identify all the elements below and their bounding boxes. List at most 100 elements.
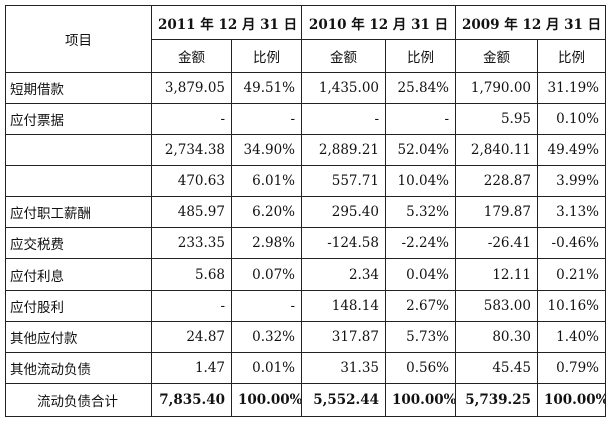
table-row: 其他应付款 24.87 0.32% 317.87 5.73% 80.30 1.40% — [5, 320, 606, 353]
ratio-cell: - — [385, 103, 456, 136]
row-label: 应付股利 — [5, 289, 152, 322]
header-row-years: 项目 2011 年 12 月 31 日 2010 年 12 月 31 日 200… — [5, 5, 606, 73]
ratio-cell: 0.04% — [385, 258, 456, 291]
amount-cell: 148.14 — [301, 289, 386, 322]
amount-cell: 583.00 — [455, 289, 538, 322]
amount-cell: - — [301, 103, 386, 136]
amount-cell: 228.87 — [455, 165, 538, 198]
amount-header: 金额 — [301, 39, 386, 73]
amount-cell: -26.41 — [455, 227, 538, 260]
amount-cell: 295.40 — [301, 196, 386, 229]
ratio-cell: 3.99% — [537, 165, 606, 198]
amount-cell: 1.47 — [151, 351, 232, 384]
ratio-cell: 2.98% — [231, 227, 302, 260]
amount-cell: 470.63 — [151, 165, 232, 198]
amount-cell: 485.97 — [151, 196, 232, 229]
table-row: 应交税费 233.35 2.98% -124.58 -2.24% -26.41 -0.46% — [5, 227, 606, 260]
ratio-cell: 0.32% — [231, 320, 302, 353]
amount-cell: 2,840.11 — [455, 134, 538, 167]
ratio-cell: 5.32% — [385, 196, 456, 229]
amount-cell: 1,790.00 — [455, 71, 538, 105]
ratio-cell: 100.00% — [537, 382, 606, 418]
amount-cell: -124.58 — [301, 227, 386, 260]
table-body: 短期借款 3,879.05 49.51% 1,435.00 25.84% 1,790.00… — [5, 71, 606, 418]
ratio-cell: 0.56% — [385, 351, 456, 384]
ratio-cell: -2.24% — [385, 227, 456, 260]
amount-cell: 1,435.00 — [301, 71, 386, 105]
amount-cell: 7,835.40 — [151, 382, 232, 418]
ratio-cell: 6.20% — [231, 196, 302, 229]
amount-cell: 45.45 — [455, 351, 538, 384]
ratio-cell: 6.01% — [231, 165, 302, 198]
ratio-cell: 1.40% — [537, 320, 606, 353]
liabilities-table: 项目 2011 年 12 月 31 日 2010 年 12 月 31 日 200… — [5, 5, 606, 418]
row-label: 应付票据 — [5, 103, 152, 136]
amount-cell: - — [151, 103, 232, 136]
row-label: 应付利息 — [5, 258, 152, 291]
table-row: 应付票据 - - - -5.95 0.10% — [5, 103, 606, 136]
ratio-cell: -0.46% — [537, 227, 606, 260]
amount-cell: 2,734.38 — [151, 134, 232, 167]
amount-cell: 179.87 — [455, 196, 538, 229]
header-row-subcolumns: 金额 比例 金额 比例 金额 比例 — [6, 39, 606, 73]
amount-cell: 317.87 — [301, 320, 386, 353]
amount-cell: 24.87 — [151, 320, 232, 353]
amount-cell: 233.35 — [151, 227, 232, 260]
row-label — [5, 165, 152, 198]
row-label: 其他应付款 — [5, 320, 152, 353]
table-row: 应付职工薪酬 485.97 6.20% 295.40 5.32% 179.87 3.13% — [5, 196, 606, 229]
table-row: 470.63 6.01% 557.71 10.04% 228.87 3.99% — [5, 165, 606, 198]
amount-cell: 5,552.44 — [301, 382, 386, 418]
row-label: 其他流动负债 — [5, 351, 152, 384]
row-label: 应付职工薪酬 — [5, 196, 152, 229]
ratio-cell: 100.00% — [385, 382, 456, 418]
amount-cell: 5,739.25 — [455, 382, 538, 418]
amount-cell: 557.71 — [301, 165, 386, 198]
ratio-cell: 0.21% — [537, 258, 606, 291]
ratio-cell: 0.10% — [537, 103, 606, 136]
ratio-cell: 0.01% — [231, 351, 302, 384]
amount-cell: 2,889.21 — [301, 134, 386, 167]
amount-cell: 31.35 — [301, 351, 386, 384]
ratio-cell: 2.67% — [385, 289, 456, 322]
table-row: 2,734.38 34.90% 2,889.21 52.04% 2,840.11 49.4… — [5, 134, 606, 167]
ratio-cell: 10.04% — [385, 165, 456, 198]
ratio-cell: 31.19% — [537, 71, 606, 105]
ratio-cell: - — [231, 103, 302, 136]
ratio-cell: 25.84% — [385, 71, 456, 105]
ratio-header: 比例 — [537, 39, 606, 73]
amount-header: 金额 — [455, 39, 538, 73]
amount-cell: 5.68 — [151, 258, 232, 291]
item-column-header: 项目 — [5, 5, 152, 73]
row-label: 短期借款 — [5, 71, 152, 105]
amount-cell: 5.95 — [455, 103, 538, 136]
table-row: 应付股利 - -148.14 2.67% 583.00 10.16% — [5, 289, 606, 322]
table-row: 短期借款 3,879.05 49.51% 1,435.00 25.84% 1,790.00… — [5, 71, 606, 105]
total-row: 流动负债合计 7,835.40 100.00% 5,552.44 100.00% 5,73… — [5, 382, 606, 418]
ratio-cell: 0.79% — [537, 351, 606, 384]
ratio-cell: 49.51% — [231, 71, 302, 105]
amount-cell: 12.11 — [455, 258, 538, 291]
year-header-2010: 2010 年 12 月 31 日 — [301, 5, 456, 40]
ratio-header: 比例 — [231, 39, 302, 73]
ratio-cell: 34.90% — [231, 134, 302, 167]
amount-cell: - — [151, 289, 232, 322]
ratio-cell: 5.73% — [385, 320, 456, 353]
amount-cell: 80.30 — [455, 320, 538, 353]
ratio-cell: 0.07% — [231, 258, 302, 291]
row-label: 流动负债合计 — [5, 382, 152, 418]
amount-cell: 2.34 — [301, 258, 386, 291]
row-label: 应交税费 — [5, 227, 152, 260]
ratio-cell: - — [231, 289, 302, 322]
table-row: 其他流动负债 1.47 0.01% 31.35 0.56% 45.45 0.79% — [5, 351, 606, 384]
ratio-cell: 3.13% — [537, 196, 606, 229]
year-header-2011: 2011 年 12 月 31 日 — [151, 5, 302, 40]
table-row: 应付利息 5.68 0.07% 2.34 0.04% 12.11 0.21% — [5, 258, 606, 291]
ratio-cell: 52.04% — [385, 134, 456, 167]
amount-header: 金额 — [151, 39, 232, 73]
year-header-2009: 2009 年 12 月 31 日 — [455, 5, 606, 40]
ratio-header: 比例 — [385, 39, 456, 73]
ratio-cell: 10.16% — [537, 289, 606, 322]
row-label — [5, 134, 152, 167]
amount-cell: 3,879.05 — [151, 71, 232, 105]
